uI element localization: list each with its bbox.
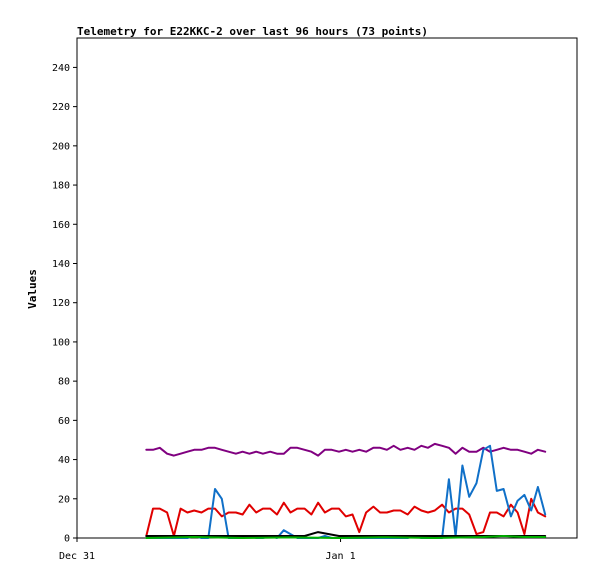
- y-axis: 0 20 40 60 80 100 120 140 160 180 200 220 240: [52, 63, 77, 545]
- chart-title: Telemetry for E22KKC-2 over last 96 hour…: [77, 25, 428, 38]
- plot-area: [76, 37, 578, 539]
- x-tick-label: Jan 1: [325, 551, 355, 562]
- series-line-1: [145, 442, 547, 457]
- y-axis-label: Values: [26, 269, 39, 309]
- y-tick-label: 60: [58, 416, 70, 427]
- y-tick-label: 0: [64, 534, 70, 545]
- x-tick-label: Dec 31: [59, 551, 95, 562]
- y-tick-label: 240: [52, 63, 70, 74]
- y-tick-label: 220: [52, 102, 70, 113]
- y-tick-label: 100: [52, 337, 70, 348]
- y-tick-label: 20: [58, 494, 70, 505]
- y-tick-label: 160: [52, 220, 70, 231]
- x-axis: Dec 31 Jan 1: [59, 538, 356, 562]
- y-tick-label: 200: [52, 141, 70, 152]
- series-line-4: [145, 531, 547, 537]
- y-tick-label: 180: [52, 181, 70, 192]
- y-tick-label: 40: [58, 455, 70, 466]
- series-line-5: [145, 535, 547, 539]
- y-tick-label: 80: [58, 377, 70, 388]
- y-tick-label: 120: [52, 298, 70, 309]
- y-tick-label: 140: [52, 259, 70, 270]
- series-layer: [145, 442, 547, 539]
